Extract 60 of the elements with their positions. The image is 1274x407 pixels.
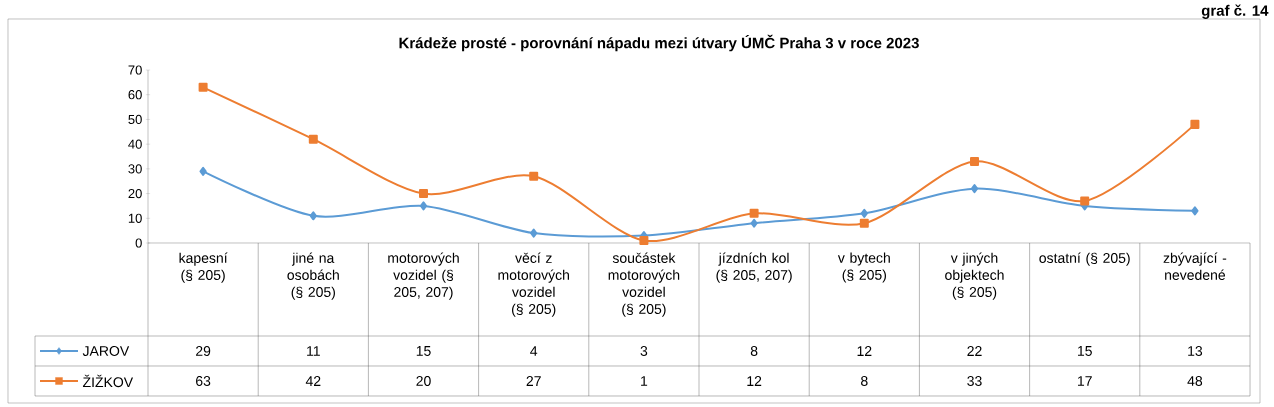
data-label: 3 (640, 346, 648, 356)
x-tick-label: součástek motorových vozidel (§ 205) (608, 252, 680, 317)
point (309, 211, 317, 221)
x-tick-label: ostatní (§ 205) (1039, 252, 1130, 266)
data-label: 1 (641, 376, 648, 386)
point (970, 184, 979, 194)
y-tick-label: 40 (128, 139, 142, 149)
y-tick-label: 70 (128, 65, 142, 75)
point (639, 236, 649, 246)
x-tick-label: jízdních kol (§ 205, 207) (716, 252, 792, 283)
text: graf č. 14 (1201, 4, 1269, 19)
point (749, 208, 759, 218)
point (1191, 206, 1199, 216)
y-tick-label: 30 (128, 164, 142, 174)
y-tick-label: 50 (128, 114, 142, 125)
point (308, 134, 318, 144)
data-label: 13 (1188, 346, 1203, 356)
point (1190, 119, 1200, 129)
data-label: 11 (307, 346, 320, 356)
data-label: 27 (526, 376, 541, 386)
data-label: 17 (1077, 376, 1092, 386)
point (419, 189, 428, 199)
data-label: 12 (747, 376, 762, 386)
x-tick-label: věcí z motorových vozidel (§ 205) (498, 252, 569, 317)
data-label: 42 (305, 376, 321, 386)
data-label: 12 (857, 346, 872, 356)
x-tick-label: v jiných objektech (§ 205) (945, 252, 1004, 300)
x-tick-label: motorových vozidel (§ 205, 207) (388, 252, 459, 300)
point (860, 208, 868, 218)
data-label: 8 (861, 376, 868, 386)
point (529, 171, 539, 181)
data-label: 63 (196, 376, 211, 386)
y-tick-label: 0 (135, 238, 142, 248)
legend-label: JAROV (82, 346, 130, 356)
data-label: 48 (1187, 376, 1203, 386)
point (859, 218, 869, 228)
chart-title: Krádeže prosté - porovnání nápadu mezi útvary ÚMČ Praha 3 v roce 2023 (399, 34, 919, 52)
x-tick-label: kapesní (§ 205) (179, 252, 228, 283)
point (198, 82, 208, 92)
data-label: 20 (416, 376, 431, 386)
x-tick-label: v bytech (§ 205) (837, 252, 890, 283)
y-tick-label: 10 (128, 213, 142, 223)
point (970, 156, 980, 166)
data-label: 8 (750, 346, 758, 356)
point (1080, 196, 1090, 206)
data-label: 15 (1077, 346, 1092, 356)
point (199, 166, 207, 176)
data-label: 33 (967, 376, 982, 386)
y-tick-label: 60 (128, 90, 142, 100)
x-tick-label: jiné na osobách (§ 205) (287, 252, 339, 300)
legend-label: ŽIŽKOV (82, 374, 134, 388)
data-label: 4 (530, 346, 538, 356)
data-label: 22 (967, 346, 982, 356)
data-label: 29 (196, 346, 211, 356)
x-tick-label: zbývající - nevedené (1163, 252, 1227, 280)
data-label: 15 (416, 346, 431, 356)
point (530, 228, 538, 238)
point (419, 201, 428, 211)
y-tick-label: 20 (128, 188, 142, 199)
point (750, 218, 758, 228)
